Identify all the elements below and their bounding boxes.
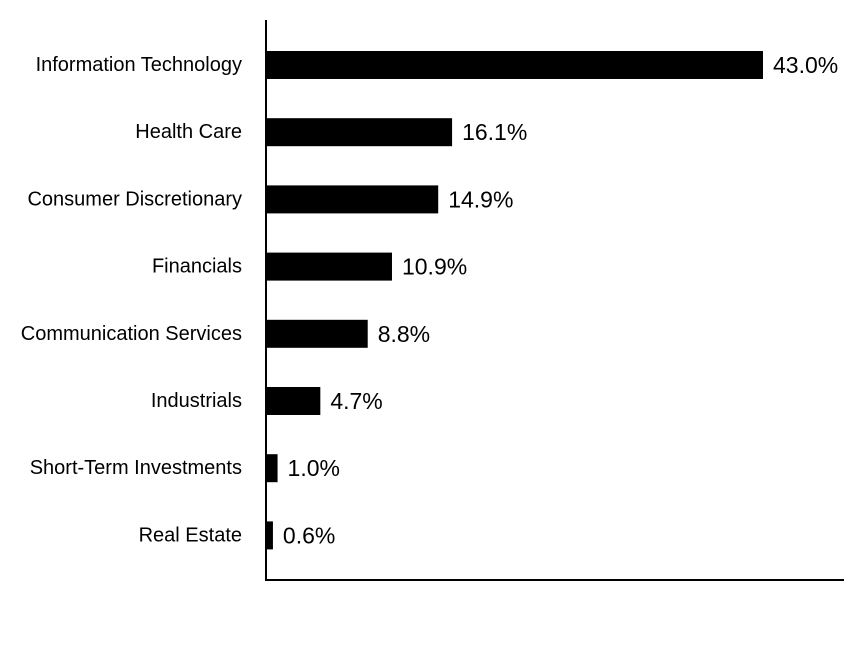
bar-short-term-investments [266, 454, 278, 483]
value-label: 0.6% [283, 522, 335, 548]
bar-financials [266, 252, 392, 281]
bars-group [266, 51, 763, 550]
category-label: Financials [152, 256, 242, 278]
bar-real-estate [266, 521, 273, 550]
value-label: 14.9% [448, 186, 513, 212]
category-label: Consumer Discretionary [27, 188, 242, 210]
category-labels-group: Information Technology Health Care Consume… [21, 54, 242, 546]
category-label: Real Estate [139, 524, 242, 546]
category-label: Health Care [135, 121, 242, 143]
value-label: 1.0% [288, 455, 340, 481]
bar-health-care [266, 118, 453, 147]
value-label: 10.9% [402, 254, 467, 280]
category-label: Industrials [151, 390, 242, 412]
value-label: 4.7% [330, 388, 382, 414]
bar-information-technology [266, 51, 763, 79]
category-label: Short-Term Investments [30, 457, 242, 479]
bar-industrials [266, 387, 321, 415]
bar-communication-services [266, 319, 368, 348]
value-label: 16.1% [462, 119, 527, 145]
value-label: 8.8% [378, 321, 430, 347]
value-label: 43.0% [773, 52, 838, 78]
value-labels-group: 43.0% 16.1% 14.9% 10.9% 8.8% 4.7% 1.0% 0.6% [283, 52, 838, 548]
bar-consumer-discretionary [266, 185, 439, 214]
category-label: Information Technology [36, 54, 242, 76]
category-label: Communication Services [21, 323, 242, 345]
